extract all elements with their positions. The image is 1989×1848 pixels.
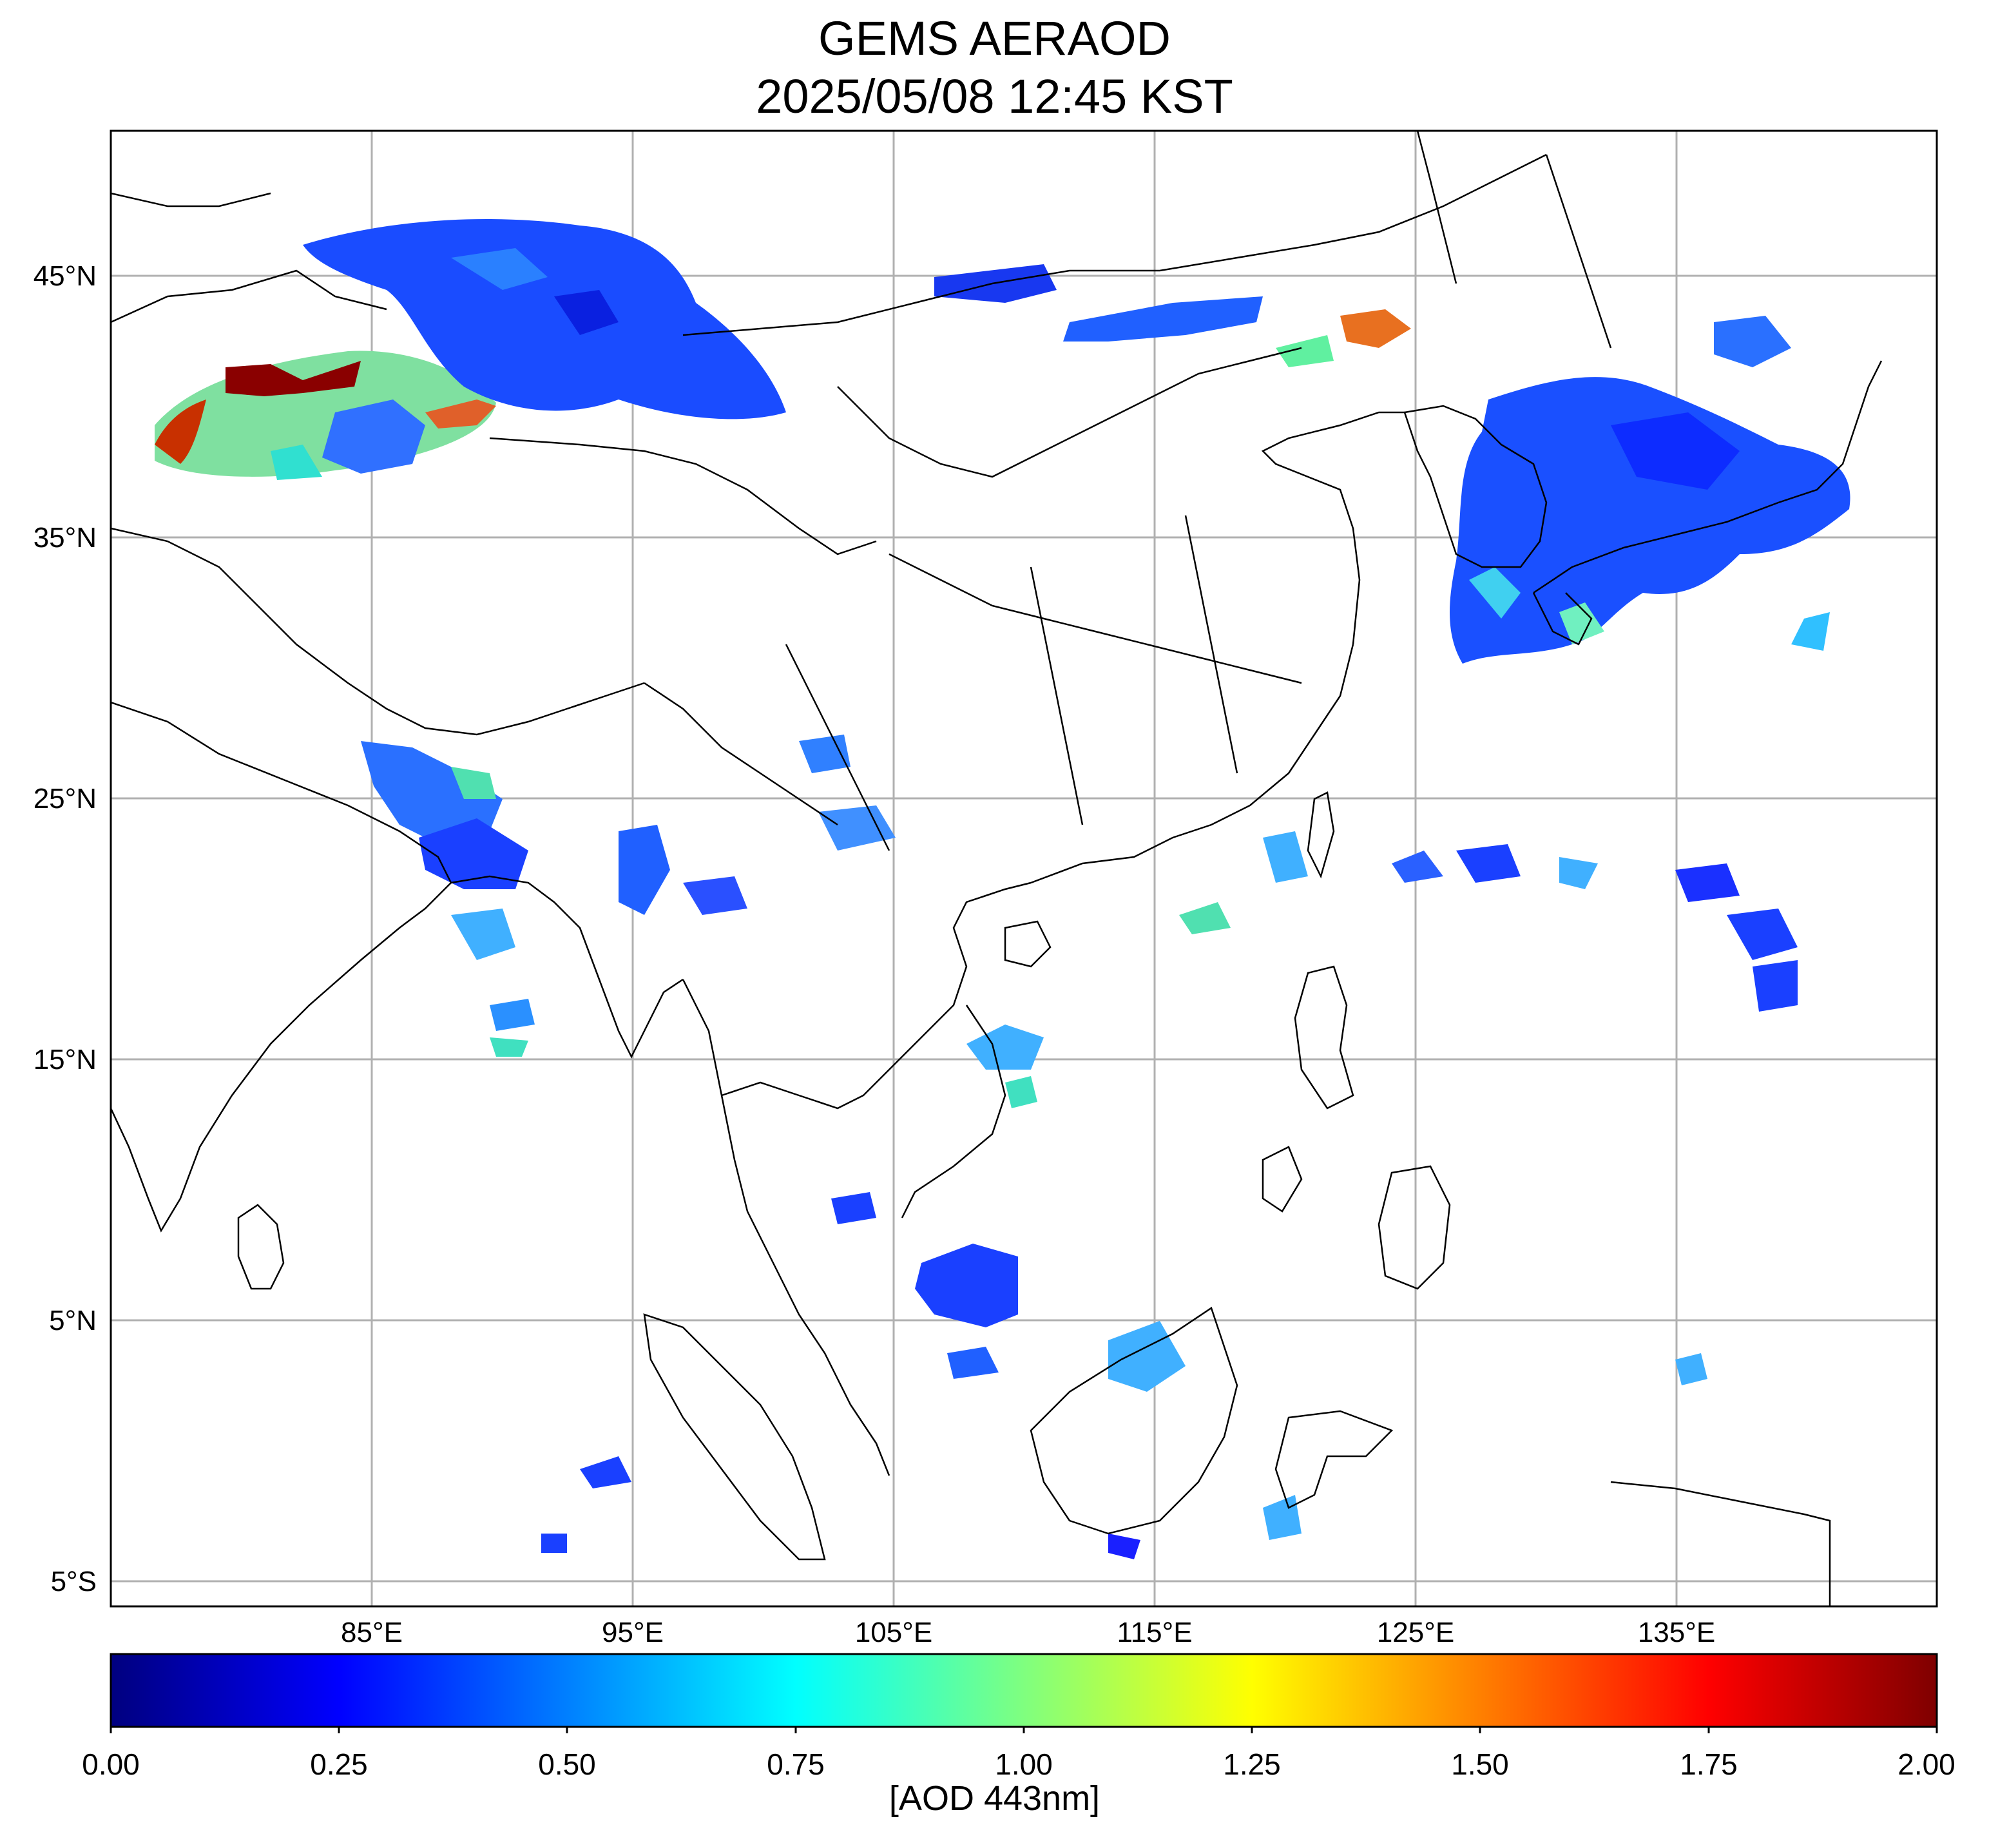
lon-label-105e: 105°E	[855, 1617, 932, 1648]
colorbar-tick-8: 2.00	[1898, 1747, 1955, 1781]
aod-field	[155, 219, 1850, 1559]
map-area	[111, 131, 1937, 1606]
coastlines	[111, 131, 1883, 1606]
colorbar-tick-0: 0.00	[82, 1747, 140, 1781]
colorbar-tick-5: 1.25	[1223, 1747, 1281, 1781]
lat-label-5s: 5°S	[51, 1566, 97, 1597]
lat-axis-labels: 45°N 35°N 25°N 15°N 5°N 5°S	[34, 260, 97, 1597]
colorbar-tick-1: 0.25	[310, 1747, 368, 1781]
map-frame	[110, 130, 1938, 1608]
lat-label-35n: 35°N	[34, 522, 97, 553]
lat-label-15n: 15°N	[34, 1044, 97, 1075]
lon-label-135e: 135°E	[1638, 1617, 1715, 1648]
colorbar: 0.00 0.25 0.50 0.75 1.00 1.25 1.50 1.75 …	[82, 1653, 1955, 1781]
lon-label-95e: 95°E	[602, 1617, 664, 1648]
colorbar-gradient	[110, 1653, 1938, 1728]
colorbar-tick-3: 0.75	[767, 1747, 825, 1781]
lon-label-115e: 115°E	[1117, 1617, 1192, 1648]
lat-label-5n: 5°N	[49, 1305, 97, 1336]
lat-label-45n: 45°N	[34, 260, 97, 292]
chart-subtitle: 2025/05/08 12:45 KST	[756, 70, 1233, 123]
gridlines	[111, 131, 1937, 1606]
colorbar-tick-7: 1.75	[1680, 1747, 1738, 1781]
colorbar-tick-2: 0.50	[538, 1747, 596, 1781]
colorbar-tick-4: 1.00	[995, 1747, 1053, 1781]
chart-title: GEMS AERAOD	[818, 12, 1171, 65]
lon-axis-labels: 85°E 95°E 105°E 115°E 125°E 135°E	[341, 1617, 1715, 1648]
lat-label-25n: 25°N	[34, 783, 97, 814]
lon-label-125e: 125°E	[1377, 1617, 1454, 1648]
colorbar-tick-6: 1.50	[1451, 1747, 1509, 1781]
colorbar-units-label: [AOD 443nm]	[889, 1779, 1100, 1818]
lon-label-85e: 85°E	[341, 1617, 403, 1648]
